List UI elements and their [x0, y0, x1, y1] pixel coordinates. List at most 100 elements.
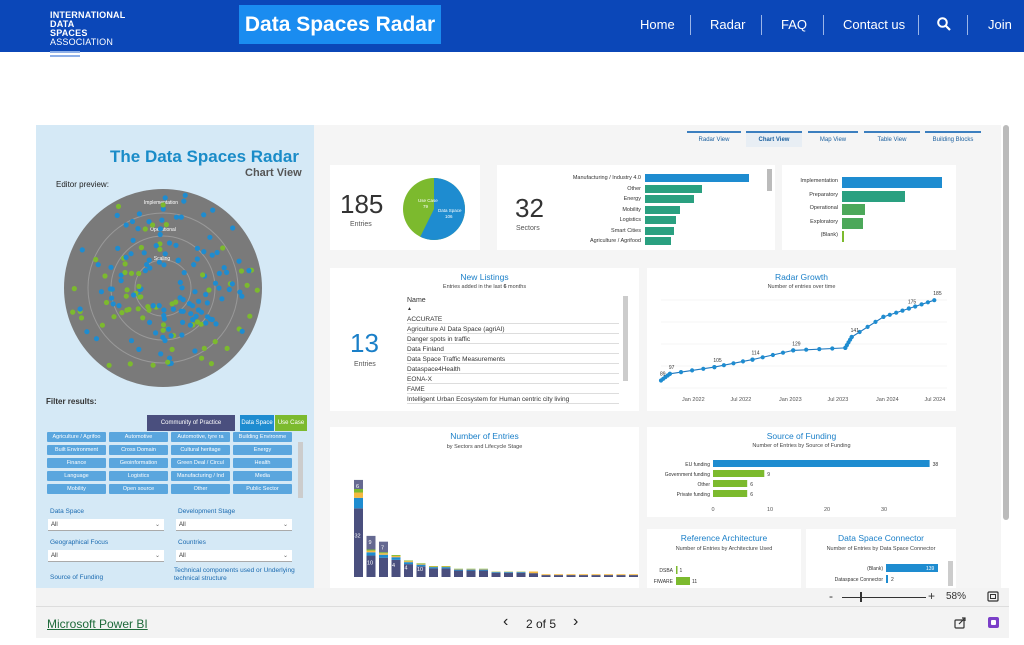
radar-entry-dot[interactable]: [194, 245, 200, 251]
growth-point[interactable]: [817, 347, 822, 352]
radar-entry-dot[interactable]: [208, 361, 214, 367]
bar[interactable]: [645, 195, 694, 203]
legend-community-of-practice[interactable]: Community of Practice: [147, 415, 235, 431]
nav-contact[interactable]: Contact us: [843, 17, 906, 32]
next-page-button[interactable]: ›: [573, 613, 579, 630]
stacked-bar-segment[interactable]: [566, 575, 576, 577]
growth-point[interactable]: [770, 352, 775, 358]
sector-chip[interactable]: Cross Domain: [109, 445, 168, 455]
growth-point[interactable]: [919, 302, 924, 307]
tab-table-view[interactable]: Table View: [864, 131, 920, 147]
radar-entry-dot[interactable]: [158, 351, 164, 357]
radar-entry-dot[interactable]: [182, 192, 188, 198]
stacked-bar-segment[interactable]: [479, 569, 488, 571]
connector-chart[interactable]: (Blank) 139 Dataspace Connector 2: [806, 529, 956, 588]
radar-entry-dot[interactable]: [146, 307, 152, 313]
growth-point[interactable]: [873, 319, 878, 324]
radar-entry-dot[interactable]: [187, 322, 193, 328]
ref-arch-bar[interactable]: [676, 577, 690, 585]
radar-entry-dot[interactable]: [189, 303, 196, 309]
radar-entry-dot[interactable]: [163, 222, 169, 228]
growth-point[interactable]: [906, 306, 911, 311]
radar-entry-dot[interactable]: [123, 222, 129, 228]
radar-entry-dot[interactable]: [193, 313, 199, 319]
growth-point[interactable]: [900, 308, 905, 313]
listing-row[interactable]: Agriculture AI Data Space (agriAI): [407, 325, 619, 334]
bar[interactable]: [645, 237, 671, 245]
pie-slice-dataspace[interactable]: [420, 178, 465, 240]
radar-entry-dot[interactable]: [220, 245, 226, 251]
radar-entry-dot[interactable]: [138, 294, 144, 300]
brand-title[interactable]: Data Spaces Radar: [239, 5, 441, 44]
radar-entry-dot[interactable]: [161, 316, 167, 322]
radar-entry-dot[interactable]: [219, 296, 225, 302]
growth-point[interactable]: [881, 314, 886, 319]
radar-entry-dot[interactable]: [130, 237, 136, 243]
sectors-scrollbar[interactable]: [767, 169, 772, 191]
radar-entry-dot[interactable]: [194, 319, 201, 325]
radar-entry-dot[interactable]: [212, 280, 219, 286]
idsa-logo[interactable]: INTERNATIONAL DATA SPACES ASSOCIATION: [50, 11, 125, 57]
chips-scrollbar[interactable]: [298, 442, 303, 498]
stacked-bar-segment[interactable]: [629, 574, 638, 576]
sector-chip[interactable]: Built Environment: [47, 445, 106, 455]
bar[interactable]: [645, 184, 703, 193]
listing-row[interactable]: ACCURATE: [407, 315, 619, 324]
stacked-bar-segment[interactable]: [354, 479, 363, 489]
stacked-bar-segment[interactable]: [454, 569, 463, 571]
bar[interactable]: [645, 226, 675, 235]
radar-entry-dot[interactable]: [177, 279, 183, 285]
radar-entry-dot[interactable]: [128, 338, 135, 344]
radar-entry-dot[interactable]: [144, 262, 150, 268]
radar-entry-dot[interactable]: [206, 287, 212, 293]
number-entries-chart[interactable]: 6 32 9 10 7 4 4 10: [330, 427, 639, 588]
radar-entry-dot[interactable]: [180, 297, 186, 303]
stacked-bar-segment[interactable]: [366, 549, 376, 551]
ref-arch-bar[interactable]: [676, 566, 678, 574]
radar-entry-dot[interactable]: [204, 300, 210, 306]
stacked-bar-segment[interactable]: [391, 555, 401, 556]
radar-entry-dot[interactable]: [136, 270, 142, 277]
stacked-bar-segment[interactable]: [479, 570, 488, 577]
stacked-bar-segment[interactable]: [416, 564, 426, 567]
radar-entry-dot[interactable]: [93, 256, 99, 263]
radar-entry-dot[interactable]: [109, 295, 115, 301]
stacked-bar-segment[interactable]: [616, 575, 626, 577]
radar-entry-dot[interactable]: [244, 282, 250, 288]
radar-entry-dot[interactable]: [229, 281, 235, 287]
tab-chart-view[interactable]: Chart View: [746, 131, 802, 147]
radar-entry-dot[interactable]: [165, 326, 172, 332]
radar-entry-dot[interactable]: [167, 355, 173, 361]
radar-entry-dot[interactable]: [226, 286, 232, 293]
radar-entry-dot[interactable]: [181, 198, 187, 204]
radar-entry-dot[interactable]: [201, 249, 207, 255]
radar-entry-dot[interactable]: [214, 249, 220, 256]
radar-entry-dot[interactable]: [160, 327, 166, 333]
stacked-bar-segment[interactable]: [504, 572, 513, 577]
stacked-bar-segment[interactable]: [579, 574, 588, 576]
radar-entry-dot[interactable]: [118, 272, 124, 278]
radar-entry-dot[interactable]: [141, 250, 147, 256]
radar-entry-dot[interactable]: [159, 217, 165, 223]
growth-point[interactable]: [913, 304, 918, 309]
radar-entry-dot[interactable]: [136, 346, 142, 352]
growth-point[interactable]: [894, 310, 899, 315]
listing-row[interactable]: EONA-X: [407, 375, 619, 384]
stacked-bar-segment[interactable]: [504, 572, 513, 573]
stacked-bar-segment[interactable]: [391, 555, 401, 558]
growth-point[interactable]: [830, 346, 835, 351]
radar-entry-dot[interactable]: [128, 270, 135, 276]
feedback-icon[interactable]: [987, 616, 1000, 629]
radar-entry-dot[interactable]: [99, 322, 105, 328]
stacked-bar-segment[interactable]: [379, 541, 388, 553]
radar-entry-dot[interactable]: [110, 301, 116, 307]
radar-entry-dot[interactable]: [147, 265, 153, 271]
growth-point[interactable]: [887, 312, 892, 317]
radar-entry-dot[interactable]: [156, 303, 162, 309]
ref-arch-chart[interactable]: DSBA 1 FIWARE 11: [647, 529, 801, 588]
radar-entry-dot[interactable]: [247, 313, 253, 319]
entries-pie[interactable]: Use Case 79 Data Space 106: [402, 177, 466, 241]
growth-point[interactable]: [849, 334, 854, 340]
radar-entry-dot[interactable]: [123, 254, 129, 260]
stacked-bar-segment[interactable]: [391, 559, 401, 577]
